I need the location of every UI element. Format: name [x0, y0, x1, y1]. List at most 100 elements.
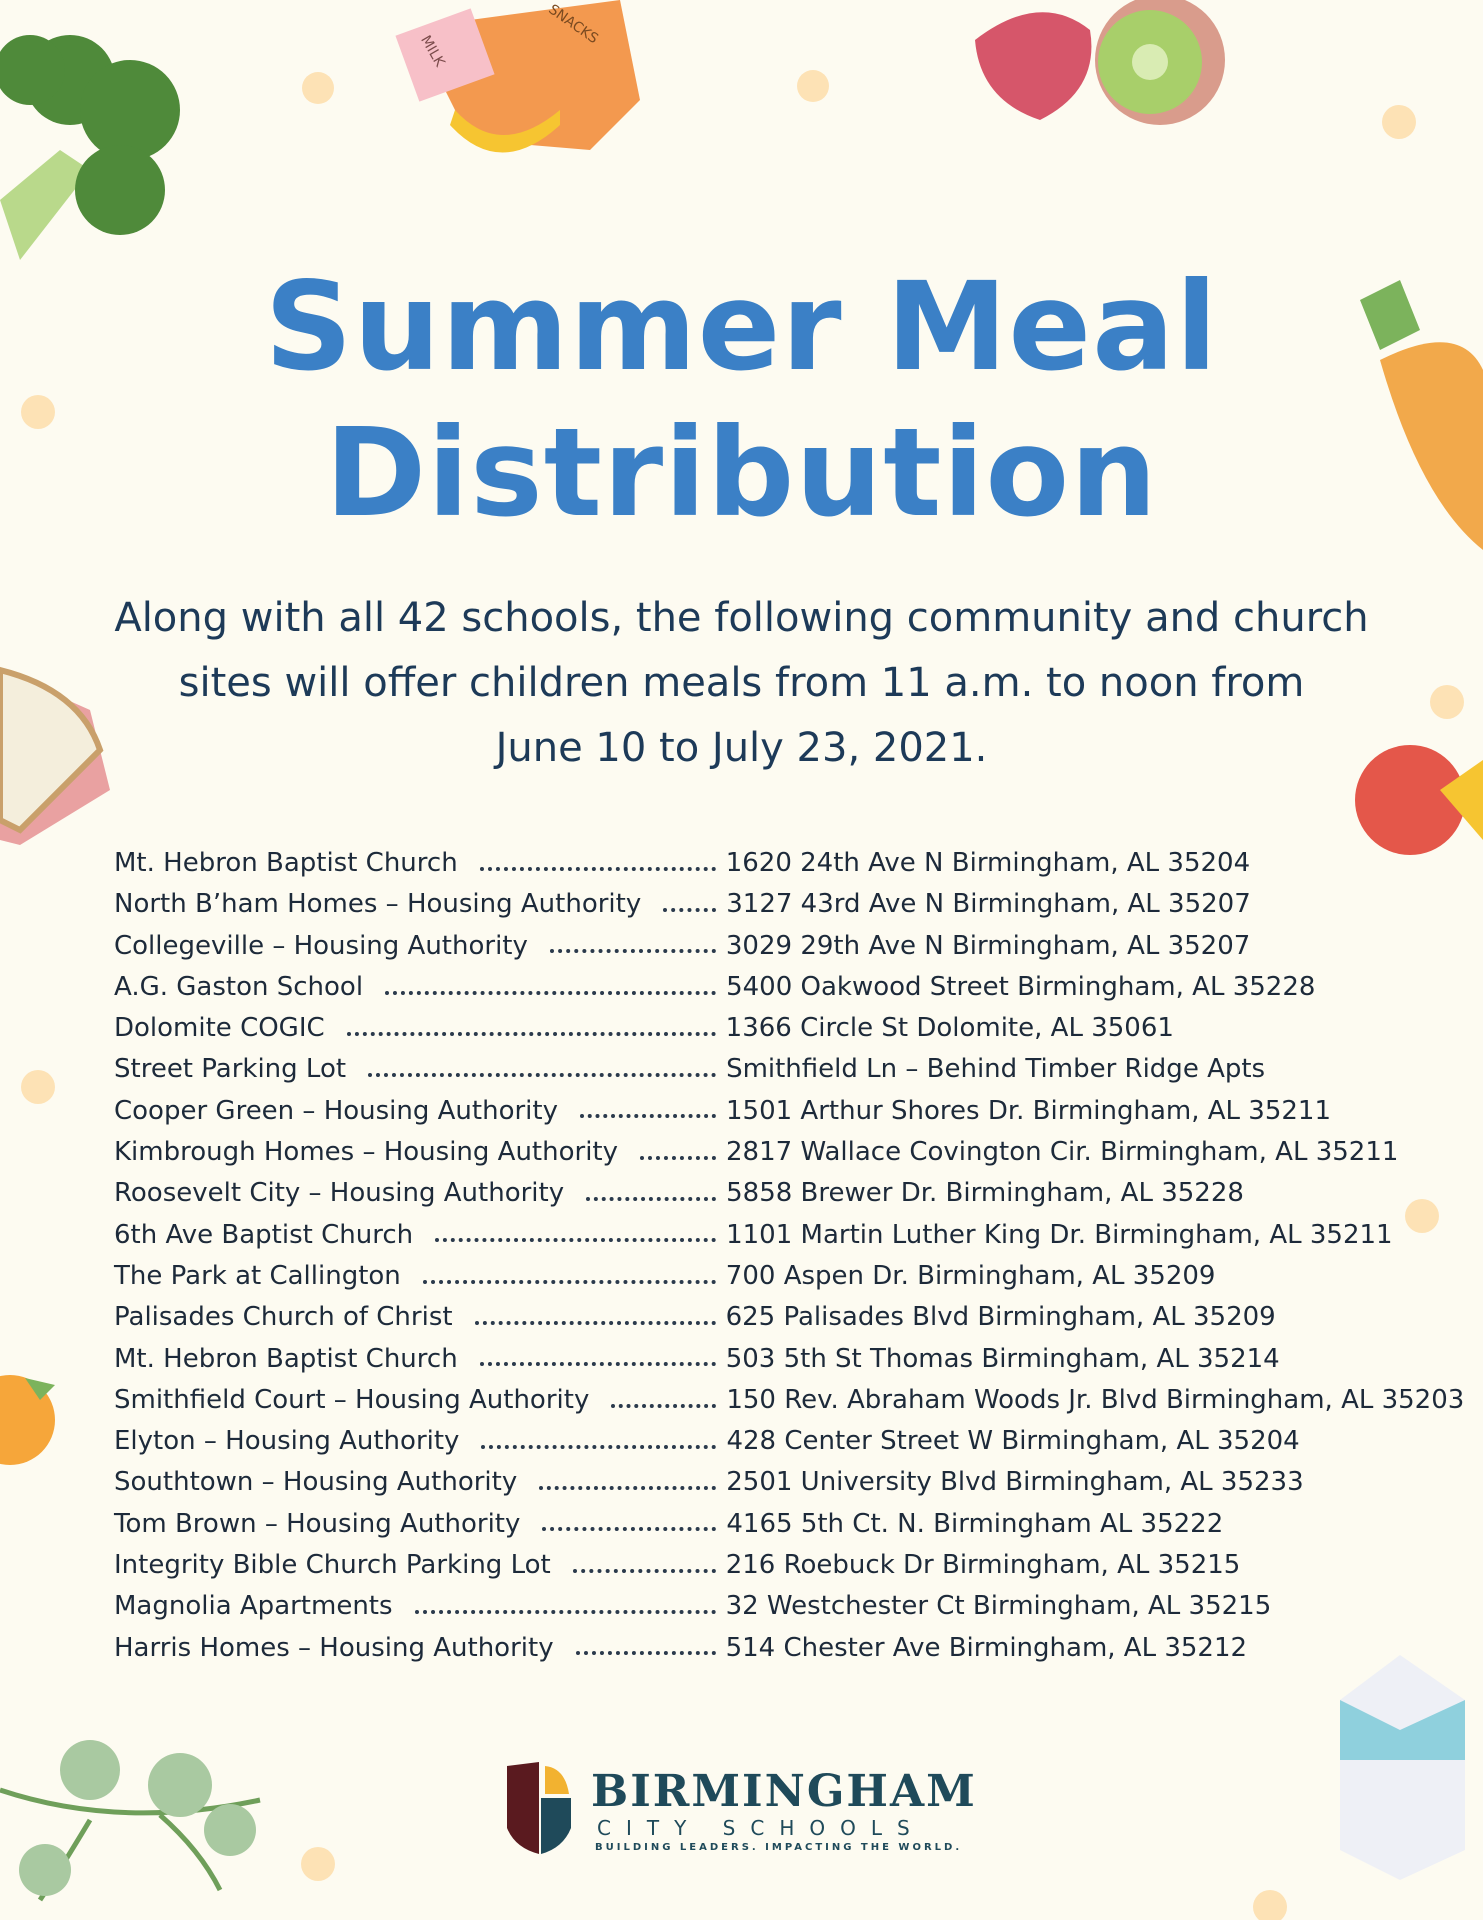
dot-leader [640, 1155, 717, 1160]
site-name: Roosevelt City – Housing Authority [114, 1178, 565, 1209]
site-address: 3029 29th Ave N Birmingham, AL 35207 [725, 930, 1251, 961]
site-name: Harris Homes – Housing Authority [114, 1632, 554, 1663]
dot-leader [539, 1486, 717, 1491]
dot-leader [479, 866, 716, 871]
site-address: 2501 University Blvd Birmingham, AL 3523… [726, 1467, 1304, 1498]
dot-leader [422, 1279, 716, 1284]
site-address: 700 Aspen Dr. Birmingham, AL 35209 [725, 1260, 1216, 1291]
site-address: 1620 24th Ave N Birmingham, AL 35204 [725, 848, 1251, 878]
dot-leader [474, 1320, 716, 1325]
site-name: Dolomite COGIC [114, 1013, 325, 1044]
site-row: Mt. Hebron Baptist Church 1620 24th Ave N… [114, 848, 1474, 889]
site-address: 150 Rev. Abraham Woods Jr. Blvd Birmingh… [726, 1384, 1465, 1415]
site-name: Smithfield Court – Housing Authority [114, 1384, 590, 1415]
milk-carton [1340, 1655, 1465, 1880]
site-address: 4165 5th Ct. N. Birmingham AL 35222 [726, 1508, 1224, 1539]
dot-leader [368, 1073, 717, 1078]
site-name: Street Parking Lot [114, 1054, 347, 1085]
logo-tagline: BUILDING LEADERS. IMPACTING THE WORLD. [595, 1842, 963, 1853]
site-row: Palisades Church of Christ 625 Palisades … [114, 1302, 1474, 1343]
intro-line: June 10 to July 23, 2021. [495, 725, 988, 771]
orange [0, 1375, 55, 1465]
intro-line: Along with all 42 schools, the following… [114, 595, 1369, 641]
site-address: 3127 43rd Ave N Birmingham, AL 35207 [726, 889, 1251, 920]
dot-leader [435, 1238, 717, 1243]
dot-leader [572, 1568, 716, 1573]
site-name: North B’ham Homes – Housing Authority [114, 889, 642, 920]
site-name: Integrity Bible Church Parking Lot [114, 1550, 551, 1581]
logo-subname: CITY SCHOOLS [597, 1816, 925, 1840]
site-address: 32 Westchester Ct Birmingham, AL 35215 [725, 1591, 1272, 1622]
site-name: Collegeville – Housing Authority [114, 930, 528, 961]
site-row: Dolomite COGIC 1366 Circle St Dolomite, A… [114, 1013, 1474, 1054]
site-name: Magnolia Apartments [114, 1591, 393, 1622]
dot-leader [579, 1114, 716, 1119]
site-address: 428 Center Street W Birmingham, AL 35204 [726, 1426, 1300, 1457]
dot-leader [542, 1527, 717, 1532]
site-name: Mt. Hebron Baptist Church [114, 1343, 458, 1374]
dot-leader [346, 1031, 716, 1036]
site-name: Elyton – Housing Authority [114, 1426, 460, 1457]
intro-line: sites will offer children meals from 11 … [178, 660, 1305, 706]
herb [0, 1740, 261, 1902]
dot-leader [481, 1444, 717, 1449]
site-row: Elyton – Housing Authority 428 Center Str… [114, 1426, 1474, 1467]
site-row: A.G. Gaston School 5400 Oakwood Street Bi… [114, 972, 1474, 1013]
site-address: 625 Palisades Blvd Birmingham, AL 35209 [725, 1302, 1276, 1333]
site-row: Kimbrough Homes – Housing Authority 2817 … [114, 1137, 1474, 1178]
site-name: Palisades Church of Christ [114, 1302, 453, 1333]
dot-leader [663, 907, 717, 912]
title-line: Distribution [325, 402, 1158, 544]
site-row: Southtown – Housing Authority 2501 Univer… [114, 1467, 1474, 1508]
site-name: Southtown – Housing Authority [114, 1467, 518, 1498]
site-name: A.G. Gaston School [114, 971, 364, 1002]
sandwich [0, 666, 110, 845]
site-name: Cooper Green – Housing Authority [114, 1095, 558, 1126]
site-row: 6th Ave Baptist Church 1101 Martin Luther… [114, 1220, 1474, 1261]
apple [1355, 745, 1483, 855]
site-name: Kimbrough Homes – Housing Authority [114, 1137, 619, 1168]
site-address: 5858 Brewer Dr. Birmingham, AL 35228 [726, 1178, 1244, 1209]
logo-name: BIRMINGHAM [591, 1766, 977, 1817]
site-address: 1501 Arthur Shores Dr. Birmingham, AL 35… [725, 1095, 1332, 1126]
site-row: Collegeville – Housing Authority 3029 29t… [114, 931, 1474, 972]
site-name: 6th Ave Baptist Church [114, 1219, 414, 1250]
site-address: Smithfield Ln – Behind Timber Ridge Apts [726, 1054, 1266, 1085]
site-row: Cooper Green – Housing Authority 1501 Art… [114, 1096, 1474, 1137]
site-row: Tom Brown – Housing Authority 4165 5th Ct… [114, 1509, 1474, 1550]
dot-leader [575, 1651, 716, 1656]
site-name: Mt. Hebron Baptist Church [114, 848, 458, 878]
site-list: Mt. Hebron Baptist Church 1620 24th Ave N… [114, 848, 1474, 1674]
dot-leader [479, 1362, 716, 1367]
dots [21, 70, 1464, 1920]
dot-leader [414, 1609, 716, 1614]
site-address: 1101 Martin Luther King Dr. Birmingham, … [726, 1219, 1393, 1250]
site-row: Smithfield Court – Housing Authority 150 … [114, 1385, 1474, 1426]
snacks: MILK SNACKS [395, 0, 640, 153]
dot-leader [549, 949, 716, 954]
site-row: North B’ham Homes – Housing Authority 312… [114, 889, 1474, 930]
logo-shield [507, 1762, 571, 1854]
dot-leader [385, 990, 717, 995]
fruit [975, 0, 1225, 125]
site-row: Street Parking Lot Smithfield Ln – Behind… [114, 1054, 1474, 1095]
site-address: 216 Roebuck Dr Birmingham, AL 35215 [725, 1550, 1241, 1581]
site-row: Integrity Bible Church Parking Lot 216 Ro… [114, 1550, 1474, 1591]
site-name: The Park at Callington [114, 1260, 401, 1291]
carrot [1360, 280, 1483, 550]
site-address: 503 5th St Thomas Birmingham, AL 35214 [725, 1343, 1280, 1374]
site-row: Mt. Hebron Baptist Church 503 5th St Thom… [114, 1344, 1474, 1385]
site-row: Magnolia Apartments 32 Westchester Ct Bir… [114, 1591, 1474, 1632]
broccoli [0, 35, 180, 260]
site-address: 514 Chester Ave Birmingham, AL 35212 [725, 1632, 1248, 1663]
site-row: Roosevelt City – Housing Authority 5858 B… [114, 1178, 1474, 1219]
site-row: The Park at Callington 700 Aspen Dr. Birm… [114, 1261, 1474, 1302]
site-address: 2817 Wallace Covington Cir. Birmingham, … [726, 1137, 1399, 1168]
dot-leader [586, 1197, 717, 1202]
site-address: 1366 Circle St Dolomite, AL 35061 [725, 1013, 1174, 1044]
dot-leader [611, 1403, 717, 1408]
logo: BIRMINGHAM CITY SCHOOLS BUILDING LEADERS… [505, 1758, 985, 1858]
site-address: 5400 Oakwood Street Birmingham, AL 35228 [726, 971, 1316, 1002]
